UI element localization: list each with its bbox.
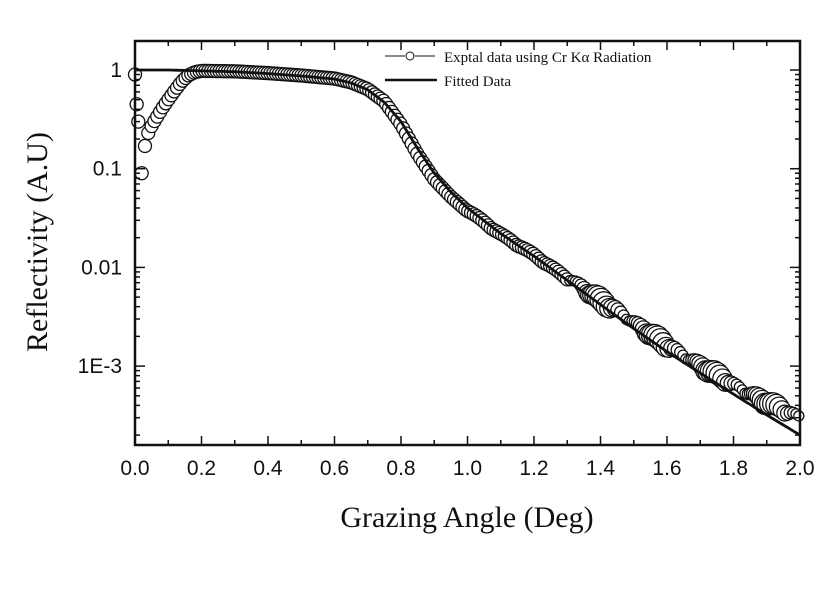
x-tick-label: 1.6 — [652, 457, 681, 480]
legend-item-exptal: Exptal data using Cr Kα Radiation — [385, 50, 652, 66]
x-tick-label: 1.2 — [519, 457, 548, 480]
fitted-data-line — [135, 68, 801, 437]
y-tick-label: 1E-3 — [78, 355, 122, 378]
x-tick-label: 1.0 — [453, 457, 482, 480]
x-tick-label: 0.0 — [120, 457, 149, 480]
x-tick-label: 0.2 — [187, 457, 216, 480]
axes-frame — [133, 39, 802, 447]
y-tick-label: 0.1 — [93, 158, 122, 181]
x-tick-label: 0.4 — [253, 457, 283, 480]
plot-area — [127, 63, 805, 437]
y-tick-label: 0.01 — [81, 256, 122, 279]
legend-item-fitted: Fitted Data — [385, 74, 511, 90]
x-tick-label: 2.0 — [785, 457, 814, 480]
x-tick-labels: 0.0 0.2 0.4 0.6 0.8 1.0 1.2 1.4 1.6 1.8 2.0 — [120, 457, 814, 480]
y-tick-labels: 1 0.1 0.01 1E-3 — [78, 59, 122, 378]
legend-label-exptal: Exptal data using Cr Kα Radiation — [444, 50, 652, 66]
legend: Exptal data using Cr Kα Radiation Fitted… — [385, 50, 652, 90]
y-tick-label: 1 — [110, 59, 122, 82]
x-axis-title: Grazing Angle (Deg) — [340, 501, 593, 534]
x-tick-label: 0.8 — [386, 457, 415, 480]
x-tick-label: 1.8 — [719, 457, 748, 480]
x-tick-label: 0.6 — [320, 457, 349, 480]
y-axis-title: Reflectivity (A.U) — [21, 132, 54, 352]
x-tick-label: 1.4 — [586, 457, 616, 480]
exptal-data-series — [127, 63, 805, 422]
open-circle-marker-icon — [405, 51, 415, 61]
axis-ticks — [134, 41, 801, 445]
legend-label-fitted: Fitted Data — [444, 74, 511, 90]
